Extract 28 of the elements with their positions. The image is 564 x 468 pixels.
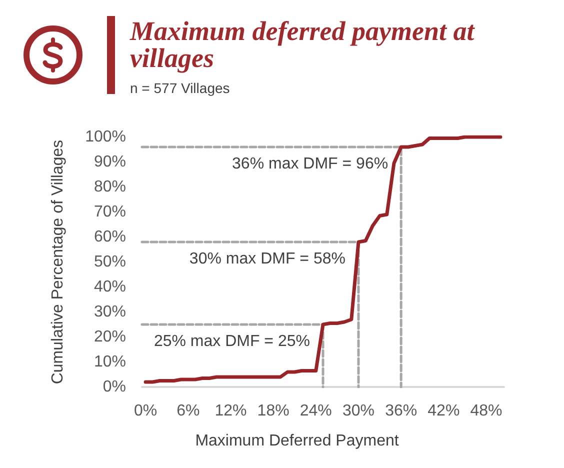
x-tick-label: 42% <box>428 402 460 420</box>
x-tick-label: 24% <box>300 402 332 420</box>
y-tick-label: 100% <box>85 128 126 146</box>
x-axis-title: Maximum Deferred Payment <box>195 432 400 450</box>
x-tick-label: 48% <box>470 402 502 420</box>
y-axis-title: Cumulative Percentage of Villages <box>50 140 66 384</box>
y-tick-label: 0% <box>102 378 126 396</box>
annotation: 36% max DMF = 96% <box>232 156 388 172</box>
y-tick-label: 40% <box>94 278 126 296</box>
y-tick-label: 50% <box>94 254 126 270</box>
x-tick-label: 6% <box>176 402 200 420</box>
annotation: 25% max DMF = 25% <box>154 333 310 350</box>
x-tick-label: 12% <box>214 402 247 420</box>
x-tick-label: 36% <box>385 402 418 420</box>
y-tick-label: 20% <box>94 328 126 346</box>
y-tick-label: 60% <box>94 228 126 246</box>
line-series <box>144 135 502 384</box>
x-tick-label: 18% <box>257 402 290 420</box>
chart-title: Maximum deferred payment at villages <box>130 16 476 73</box>
chart-subtitle: n = 577 Villages <box>130 80 230 96</box>
y-tick-label: 10% <box>94 354 126 370</box>
x-tick-label: 30% <box>342 402 375 420</box>
x-tick-label: 0% <box>134 402 158 420</box>
y-tick-label: 70% <box>94 204 126 220</box>
annotation: 30% max DMF = 58% <box>189 250 346 268</box>
y-tick-label: 90% <box>94 154 126 170</box>
y-tick-label: 30% <box>94 304 126 320</box>
y-tick-label: 80% <box>94 178 126 196</box>
